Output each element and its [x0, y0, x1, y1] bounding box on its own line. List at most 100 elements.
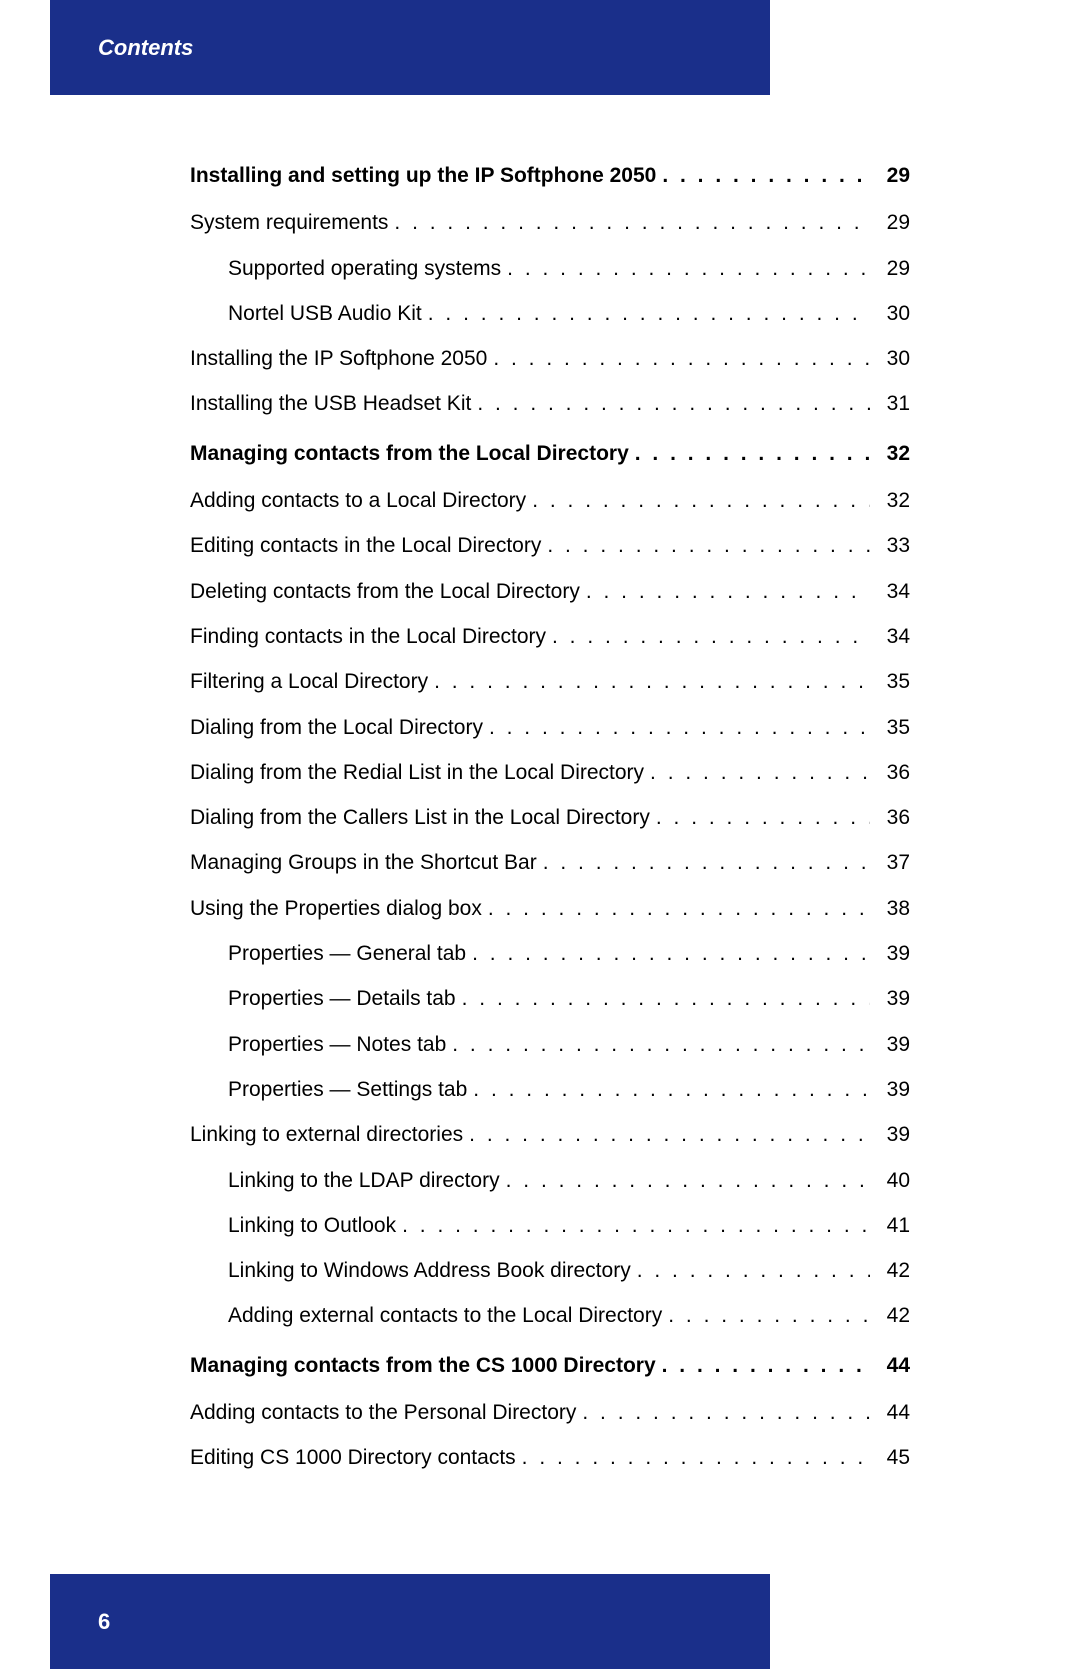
toc-leader-dots: . . . . . . . . . . . . . . . . . . . . …: [472, 940, 870, 967]
toc-entry-page: 39: [876, 940, 910, 967]
toc-entry-title: System requirements: [190, 209, 388, 236]
toc-leader-dots: . . . . . . . . . . . . . . . . . . . . …: [552, 623, 870, 650]
toc-entry[interactable]: Linking to Outlook . . . . . . . . . . .…: [190, 1212, 910, 1239]
toc-entry[interactable]: Linking to Windows Address Book director…: [190, 1257, 910, 1284]
toc-entry-page: 44: [876, 1352, 910, 1379]
toc-entry-page: 44: [876, 1399, 910, 1426]
toc-entry-title: Deleting contacts from the Local Directo…: [190, 578, 580, 605]
toc-entry-page: 36: [876, 804, 910, 831]
toc-leader-dots: . . . . . . . . . . . . . . . . . . . . …: [662, 162, 870, 189]
toc-entry-title: Adding contacts to a Local Directory: [190, 487, 526, 514]
toc-entry[interactable]: Filtering a Local Directory . . . . . . …: [190, 668, 910, 695]
toc-entry-page: 45: [876, 1444, 910, 1471]
header-title: Contents: [98, 35, 193, 61]
toc-entry[interactable]: Nortel USB Audio Kit . . . . . . . . . .…: [190, 300, 910, 327]
toc-leader-dots: . . . . . . . . . . . . . . . . . . . . …: [402, 1212, 870, 1239]
toc-entry-page: 41: [876, 1212, 910, 1239]
toc-entry[interactable]: Using the Properties dialog box . . . . …: [190, 895, 910, 922]
toc-leader-dots: . . . . . . . . . . . . . . . . . . . . …: [493, 345, 870, 372]
toc-entry[interactable]: Adding external contacts to the Local Di…: [190, 1302, 910, 1329]
toc-entry[interactable]: Deleting contacts from the Local Directo…: [190, 578, 910, 605]
toc-entry-page: 36: [876, 759, 910, 786]
toc-entry-title: Linking to external directories: [190, 1121, 463, 1148]
toc-leader-dots: . . . . . . . . . . . . . . . . . . . . …: [473, 1076, 870, 1103]
toc-leader-dots: . . . . . . . . . . . . . . . . . . . . …: [522, 1444, 870, 1471]
toc-entry-page: 34: [876, 623, 910, 650]
toc-entry-page: 29: [876, 209, 910, 236]
toc-entry-title: Linking to Outlook: [228, 1212, 396, 1239]
toc-entry[interactable]: System requirements . . . . . . . . . . …: [190, 209, 910, 236]
toc-entry-page: 39: [876, 985, 910, 1012]
toc-entry[interactable]: Installing the USB Headset Kit . . . . .…: [190, 390, 910, 417]
toc-entry-page: 38: [876, 895, 910, 922]
toc-entry-page: 35: [876, 714, 910, 741]
toc-entry-title: Dialing from the Local Directory: [190, 714, 483, 741]
toc-entry-page: 37: [876, 849, 910, 876]
toc-entry-page: 34: [876, 578, 910, 605]
toc-entry-page: 40: [876, 1167, 910, 1194]
toc-entry-title: Nortel USB Audio Kit: [228, 300, 422, 327]
toc-entry-title: Adding contacts to the Personal Director…: [190, 1399, 576, 1426]
toc-leader-dots: . . . . . . . . . . . . . . . . . . . . …: [586, 578, 870, 605]
toc-entry[interactable]: Properties — General tab . . . . . . . .…: [190, 940, 910, 967]
toc-entry-title: Dialing from the Redial List in the Loca…: [190, 759, 644, 786]
toc-leader-dots: . . . . . . . . . . . . . . . . . . . . …: [394, 209, 870, 236]
toc-entry[interactable]: Managing Groups in the Shortcut Bar . . …: [190, 849, 910, 876]
toc-entry-title: Supported operating systems: [228, 255, 501, 282]
toc-leader-dots: . . . . . . . . . . . . . . . . . . . . …: [428, 300, 870, 327]
toc-entry[interactable]: Editing contacts in the Local Directory …: [190, 532, 910, 559]
toc-entry-page: 30: [876, 300, 910, 327]
toc-entry[interactable]: Linking to external directories . . . . …: [190, 1121, 910, 1148]
toc-entry-page: 39: [876, 1121, 910, 1148]
toc-leader-dots: . . . . . . . . . . . . . . . . . . . . …: [434, 668, 870, 695]
toc-entry[interactable]: Properties — Settings tab . . . . . . . …: [190, 1076, 910, 1103]
page-number: 6: [98, 1609, 110, 1635]
header-bar: Contents: [50, 0, 770, 95]
toc-entry[interactable]: Managing contacts from the Local Directo…: [190, 440, 910, 467]
toc-entry-title: Editing CS 1000 Directory contacts: [190, 1444, 516, 1471]
toc-entry-title: Managing contacts from the CS 1000 Direc…: [190, 1352, 656, 1379]
toc-entry[interactable]: Dialing from the Callers List in the Loc…: [190, 804, 910, 831]
toc-entry-page: 39: [876, 1031, 910, 1058]
toc-entry-title: Linking to the LDAP directory: [228, 1167, 500, 1194]
toc-entry-title: Linking to Windows Address Book director…: [228, 1257, 631, 1284]
toc-leader-dots: . . . . . . . . . . . . . . . . . . . . …: [489, 714, 870, 741]
toc-entry-title: Installing the IP Softphone 2050: [190, 345, 487, 372]
toc-entry-title: Managing contacts from the Local Directo…: [190, 440, 629, 467]
footer-bar: 6: [50, 1574, 770, 1669]
toc-leader-dots: . . . . . . . . . . . . . . . . . . . . …: [506, 1167, 870, 1194]
toc-entry-title: Properties — Notes tab: [228, 1031, 446, 1058]
toc-entry[interactable]: Properties — Notes tab . . . . . . . . .…: [190, 1031, 910, 1058]
toc-entry[interactable]: Finding contacts in the Local Directory …: [190, 623, 910, 650]
toc-leader-dots: . . . . . . . . . . . . . . . . . . . . …: [635, 440, 870, 467]
toc-entry-title: Adding external contacts to the Local Di…: [228, 1302, 662, 1329]
toc-leader-dots: . . . . . . . . . . . . . . . . . . . . …: [547, 532, 870, 559]
toc-entry[interactable]: Properties — Details tab . . . . . . . .…: [190, 985, 910, 1012]
toc-entry-title: Using the Properties dialog box: [190, 895, 482, 922]
toc-entry[interactable]: Installing the IP Softphone 2050 . . . .…: [190, 345, 910, 372]
toc-entry[interactable]: Managing contacts from the CS 1000 Direc…: [190, 1352, 910, 1379]
toc-leader-dots: . . . . . . . . . . . . . . . . . . . . …: [477, 390, 870, 417]
toc-entry-page: 32: [876, 487, 910, 514]
toc-entry[interactable]: Supported operating systems . . . . . . …: [190, 255, 910, 282]
toc-entry-page: 42: [876, 1302, 910, 1329]
toc-entry-title: Properties — General tab: [228, 940, 466, 967]
toc-entry[interactable]: Dialing from the Local Directory . . . .…: [190, 714, 910, 741]
toc-entry-page: 42: [876, 1257, 910, 1284]
toc-leader-dots: . . . . . . . . . . . . . . . . . . . . …: [532, 487, 870, 514]
toc-leader-dots: . . . . . . . . . . . . . . . . . . . . …: [469, 1121, 870, 1148]
toc-entry[interactable]: Editing CS 1000 Directory contacts . . .…: [190, 1444, 910, 1471]
toc-entry-title: Dialing from the Callers List in the Loc…: [190, 804, 650, 831]
toc-leader-dots: . . . . . . . . . . . . . . . . . . . . …: [650, 759, 870, 786]
toc-entry[interactable]: Dialing from the Redial List in the Loca…: [190, 759, 910, 786]
toc-entry-page: 30: [876, 345, 910, 372]
toc-entry-page: 32: [876, 440, 910, 467]
toc-entry[interactable]: Adding contacts to the Personal Director…: [190, 1399, 910, 1426]
toc-leader-dots: . . . . . . . . . . . . . . . . . . . . …: [543, 849, 870, 876]
toc-entry-title: Properties — Settings tab: [228, 1076, 467, 1103]
toc-entry[interactable]: Installing and setting up the IP Softpho…: [190, 162, 910, 189]
toc-entry[interactable]: Linking to the LDAP directory . . . . . …: [190, 1167, 910, 1194]
toc-entry-page: 33: [876, 532, 910, 559]
toc-entry-page: 39: [876, 1076, 910, 1103]
toc-entry[interactable]: Adding contacts to a Local Directory . .…: [190, 487, 910, 514]
